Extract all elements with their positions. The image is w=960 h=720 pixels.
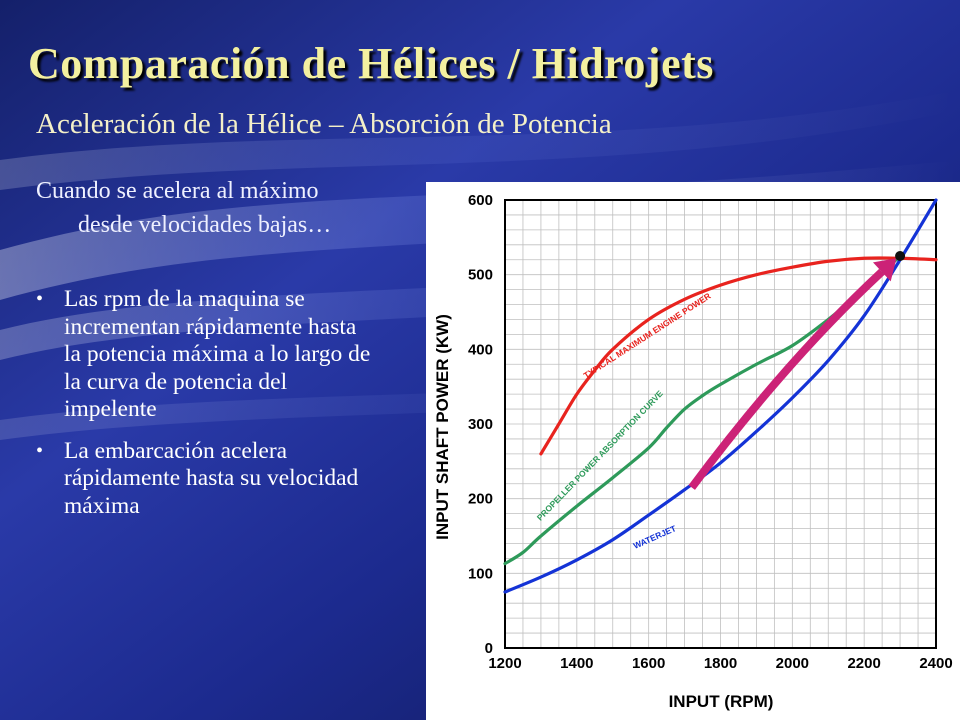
intro-text: Cuando se acelera al máximo desde veloci… xyxy=(36,174,426,242)
bullet-item: • Las rpm de la maquina se incrementan rá… xyxy=(36,286,376,424)
chart-series xyxy=(503,198,938,594)
x-axis-label: INPUT (RPM) xyxy=(669,692,774,711)
operating-point xyxy=(895,251,906,261)
y-tick-label: 200 xyxy=(468,491,493,508)
bullet-item: • La embarcación acelera rápidamente hast… xyxy=(36,438,376,521)
chart-axes xyxy=(504,199,937,649)
bullet-dot-icon: • xyxy=(36,439,44,462)
bullet-dot-icon: • xyxy=(36,288,44,310)
chart-panel xyxy=(426,182,960,720)
series-line-2 xyxy=(503,198,938,594)
y-axis-label: INPUT SHAFT POWER (KW) xyxy=(433,314,452,540)
x-tick-label: 1600 xyxy=(632,655,665,672)
chart-annotations xyxy=(688,251,906,490)
acceleration-arrow xyxy=(688,268,885,490)
power-rpm-chart: 1200 1400 1600 1800 2000 2200 2400 0 100 200 300 40… xyxy=(426,182,960,720)
y-tick-label: 400 xyxy=(468,341,493,358)
y-tick-label: 300 xyxy=(468,416,493,433)
series-line-0 xyxy=(539,256,938,456)
x-tick-label: 1800 xyxy=(704,655,737,672)
intro-line-2: desde velocidades bajas… xyxy=(78,212,332,238)
chart-ticks: 1200 1400 1600 1800 2000 2200 2400 0 100 200 300 40… xyxy=(468,192,953,672)
bullet-text: Las rpm de la maquina se incrementan ráp… xyxy=(64,286,371,422)
y-tick-label: 600 xyxy=(468,192,493,209)
y-tick-label: 100 xyxy=(468,565,493,582)
x-tick-label: 2200 xyxy=(847,655,880,672)
series-line-1 xyxy=(503,254,902,566)
slide-title: Comparación de Hélices / Hidrojets xyxy=(28,39,714,88)
bullet-text: La embarcación acelera rápidamente hasta… xyxy=(64,437,359,519)
slide-subtitle: Aceleración de la Hélice – Absorción de … xyxy=(36,108,612,140)
arrow-head xyxy=(872,258,897,282)
x-tick-label: 1400 xyxy=(560,655,593,672)
y-tick-label: 500 xyxy=(468,267,493,284)
y-tick-label: 0 xyxy=(485,640,493,657)
bullet-list: • Las rpm de la maquina se incrementan rá… xyxy=(36,286,376,534)
x-tick-label: 2000 xyxy=(776,655,809,672)
x-tick-label: 2400 xyxy=(919,655,952,672)
intro-line-1: Cuando se acelera al máximo xyxy=(36,178,319,204)
x-tick-label: 1200 xyxy=(488,655,521,672)
plot-frame xyxy=(504,199,937,649)
